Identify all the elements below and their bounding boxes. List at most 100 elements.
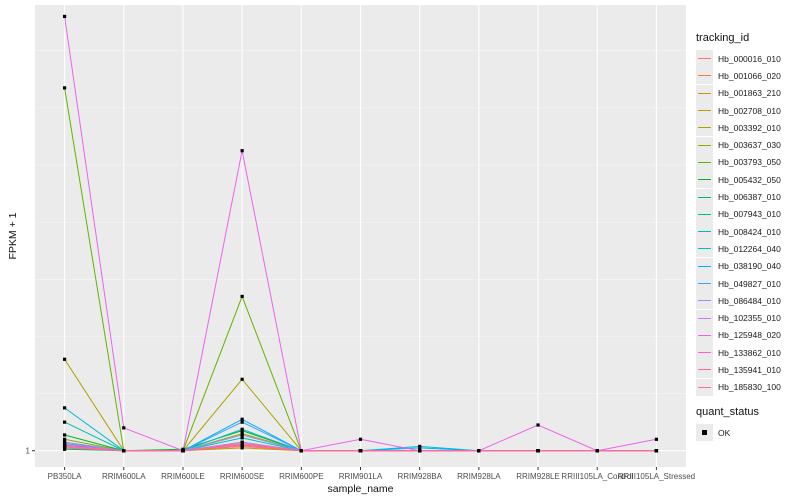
x-tick-label: RRIM600PE — [279, 472, 323, 481]
legend-label: Hb_049827_010 — [718, 278, 781, 289]
x-tick-label: RRIII105LA_Stressed — [618, 472, 695, 481]
legend-item: Hb_133862_010 — [696, 344, 796, 362]
legend-label: Hb_002708_010 — [718, 105, 781, 116]
legend-key — [696, 84, 713, 102]
legend-label: Hb_000016_010 — [718, 53, 781, 64]
legend-key — [696, 171, 713, 189]
legend-line-swatch — [698, 144, 711, 146]
data-point — [358, 449, 363, 453]
data-point — [418, 446, 422, 450]
legend-line-swatch — [698, 317, 711, 319]
legend-quant-status: quant_status OK — [696, 406, 796, 442]
legend-key — [696, 292, 713, 310]
legend-key — [696, 119, 713, 137]
legend-line-swatch — [698, 58, 711, 60]
legend-item: Hb_006387_010 — [696, 188, 796, 206]
x-tick-label: RRIII105LA_Control — [561, 472, 633, 481]
legend-line-swatch — [698, 300, 711, 302]
legend-item: Hb_001066_020 — [696, 67, 796, 85]
legend-line-swatch — [698, 283, 711, 284]
legend-line-swatch — [698, 127, 711, 129]
data-point — [62, 444, 67, 449]
data-point — [240, 294, 244, 299]
legend2-title: quant_status — [696, 406, 759, 418]
legend-label: Hb_003637_030 — [718, 140, 781, 151]
data-point — [240, 417, 244, 421]
legend-line-swatch — [698, 352, 711, 354]
legend-key — [696, 309, 713, 327]
legend-item: Hb_007943_010 — [696, 205, 796, 223]
data-point — [299, 449, 303, 453]
legend-item: Hb_001863_210 — [696, 84, 796, 102]
data-point — [62, 14, 67, 19]
data-point — [240, 149, 244, 153]
legend-line-swatch — [698, 110, 711, 112]
legend-key — [696, 188, 713, 206]
legend-key — [696, 257, 713, 275]
legend-label: Hb_102355_010 — [718, 313, 781, 324]
legend-key — [696, 361, 713, 379]
data-point — [654, 449, 659, 453]
data-point — [477, 449, 481, 453]
legend-tracking-id: tracking_id Hb_000016_010 Hb_001066_020 Hb… — [696, 32, 796, 396]
data-point — [240, 436, 244, 440]
legend-label: Hb_006387_010 — [718, 192, 781, 203]
legend-item: Hb_005432_050 — [696, 171, 796, 189]
data-point — [62, 86, 67, 90]
legend-line-swatch — [698, 161, 711, 163]
legend-item: Hb_003392_010 — [696, 119, 796, 137]
data-point — [62, 420, 67, 424]
legend-line-swatch — [698, 92, 711, 94]
legend-label: Hb_005432_050 — [718, 174, 781, 185]
data-point — [62, 406, 67, 410]
legend-label: Hb_125948_020 — [718, 330, 781, 341]
y-tick-label: 1 — [26, 447, 31, 456]
legend-label: Hb_133862_010 — [718, 347, 781, 358]
legend-item: Hb_002708_010 — [696, 102, 796, 120]
y-axis-title: FPKM + 1 — [7, 212, 19, 259]
legend2-key — [696, 424, 713, 442]
legend-item: Hb_003637_030 — [696, 136, 796, 154]
legend2-label: OK — [718, 427, 731, 438]
legend-key — [696, 205, 713, 223]
x-tick-label: RRIM928BA — [397, 472, 442, 481]
legend-item: Hb_000016_010 — [696, 50, 796, 68]
legend-line-swatch — [698, 248, 711, 250]
x-tick-label: RRIM600SE — [220, 472, 264, 481]
legend-line-swatch — [698, 179, 711, 181]
legend-item: Hb_125948_020 — [696, 326, 796, 344]
legend-key — [696, 50, 713, 68]
legend-label: Hb_001066_020 — [718, 70, 781, 81]
legend-key — [696, 275, 713, 292]
data-point — [181, 449, 185, 453]
legend-item: Hb_102355_010 — [696, 309, 796, 327]
data-point — [595, 449, 599, 453]
data-point — [418, 449, 422, 453]
data-point — [122, 426, 126, 430]
legend-line-swatch — [698, 196, 711, 198]
legend-key — [696, 153, 713, 171]
legend-title: tracking_id — [696, 32, 750, 44]
legend-item: Hb_135941_010 — [696, 361, 796, 379]
x-tick-label: RRIM928LE — [516, 472, 560, 481]
x-tick-label: RRIM600LE — [161, 472, 205, 481]
data-point — [536, 449, 540, 453]
legend-item: Hb_038190_040 — [696, 257, 796, 275]
legend-item: Hb_086484_010 — [696, 292, 796, 310]
data-point — [654, 437, 659, 441]
legend-key — [696, 240, 713, 258]
data-point — [536, 423, 540, 427]
data-point — [240, 427, 244, 431]
legend-label: Hb_007943_010 — [718, 209, 781, 220]
data-point — [62, 440, 67, 444]
x-tick-label: RRIM901LA — [339, 472, 383, 481]
legend-item: Hb_008424_010 — [696, 223, 796, 241]
legend-label: Hb_003392_010 — [718, 122, 781, 133]
data-point — [62, 437, 67, 441]
legend-label: Hb_086484_010 — [718, 295, 781, 306]
data-point — [240, 433, 244, 437]
legend-label: Hb_003793_050 — [718, 157, 781, 168]
legend-line-swatch — [698, 231, 711, 233]
legend-item: Hb_049827_010 — [696, 275, 796, 292]
